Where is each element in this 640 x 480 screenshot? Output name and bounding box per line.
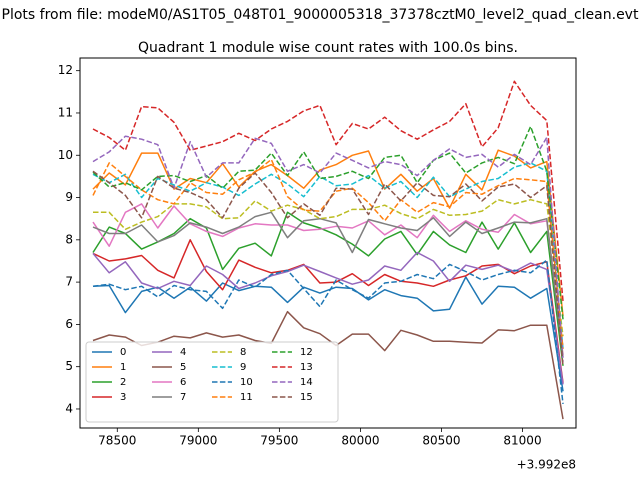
x-tick-label: 80500 (422, 434, 460, 448)
legend-label-8: 8 (240, 347, 246, 358)
series-line-13 (92, 80, 564, 302)
y-tick-label: 10 (58, 148, 73, 162)
legend-label-10: 10 (240, 377, 253, 388)
series-line-0 (92, 276, 564, 392)
series-line-6 (92, 203, 564, 355)
legend-label-0: 0 (120, 347, 126, 358)
legend-label-13: 13 (300, 362, 313, 373)
x-tick-label: 79000 (179, 434, 217, 448)
x-tick-label: 81000 (503, 434, 541, 448)
x-tick-label: 78500 (98, 434, 136, 448)
y-tick-label: 12 (58, 63, 73, 77)
x-tick-label: 79500 (260, 434, 298, 448)
legend-label-6: 6 (180, 377, 186, 388)
x-axis-ticks: 78500 79000 79500 80000 80500 81000 (98, 428, 542, 448)
chart-title: Quadrant 1 module wise count rates with … (138, 40, 518, 56)
legend-label-4: 4 (180, 347, 186, 358)
chart-suptitle: Plots from file: modeM0/AS1T05_048T01_90… (2, 7, 639, 23)
y-tick-label: 4 (65, 401, 73, 415)
series-line-10 (92, 259, 564, 404)
series-line-12 (92, 125, 564, 320)
y-tick-label: 9 (65, 190, 73, 204)
series-line-8 (93, 198, 564, 337)
y-axis-ticks: 4 5 6 7 8 9 10 11 12 (58, 63, 80, 415)
x-axis-offset-label: +3.992e8 (517, 458, 576, 472)
y-tick-label: 7 (65, 275, 73, 289)
series-layer (92, 80, 564, 420)
series-line-9 (92, 162, 564, 349)
x-tick-label: 80000 (341, 434, 379, 448)
y-tick-label: 6 (65, 317, 73, 331)
legend-label-1: 1 (120, 362, 126, 373)
series-line-4 (92, 251, 564, 385)
series-line-15 (92, 170, 564, 366)
y-tick-label: 5 (65, 359, 73, 373)
plot-frame (79, 57, 577, 429)
legend-label-11: 11 (240, 392, 253, 403)
legend-label-7: 7 (180, 392, 186, 403)
series-line-7 (92, 211, 564, 358)
series-line-14 (92, 135, 564, 362)
legend-label-9: 9 (240, 362, 246, 373)
legend-label-14: 14 (300, 377, 313, 388)
legend-label-15: 15 (300, 392, 313, 403)
legend-label-12: 12 (300, 347, 313, 358)
y-tick-label: 8 (65, 232, 73, 246)
series-line-5 (92, 310, 564, 420)
series-line-2 (92, 211, 564, 366)
series-line-3 (92, 239, 564, 383)
legend-label-2: 2 (120, 377, 126, 388)
y-tick-label: 11 (58, 105, 73, 119)
legend-label-3: 3 (120, 392, 126, 403)
legend-label-5: 5 (180, 362, 186, 373)
